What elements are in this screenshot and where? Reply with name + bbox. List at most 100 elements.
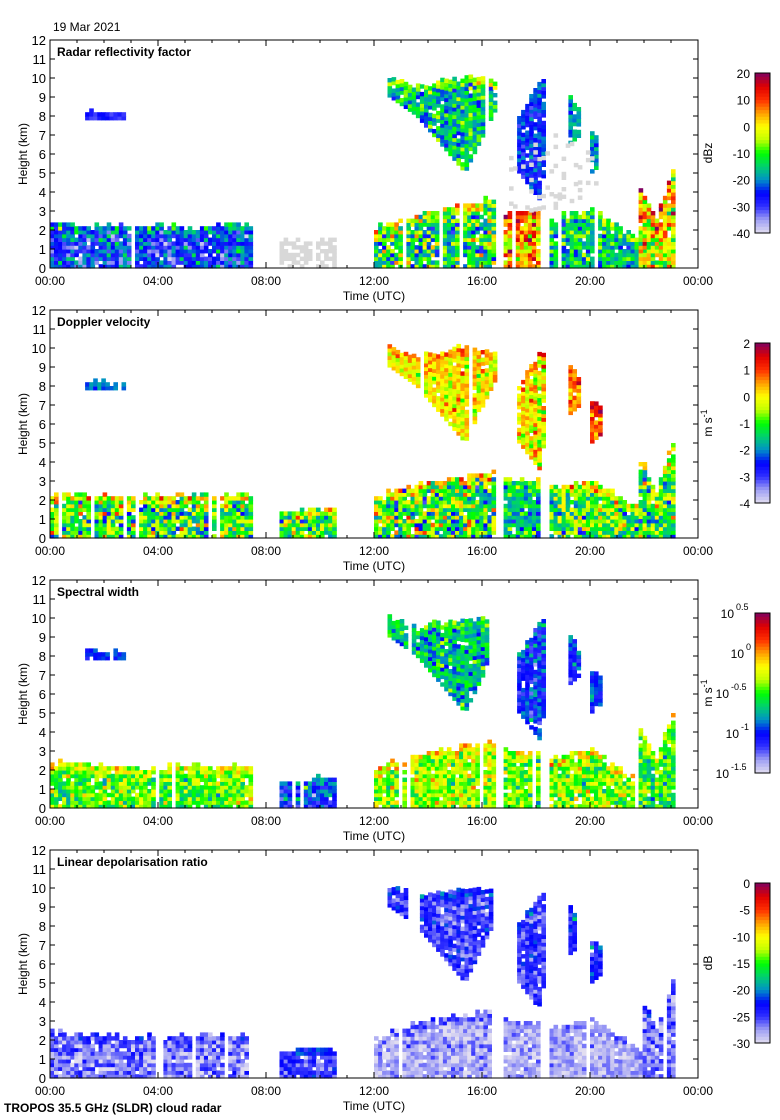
heatmap-cell xyxy=(382,511,387,516)
heatmap-cell xyxy=(658,515,664,520)
heatmap-cell xyxy=(74,241,79,246)
heatmap-cell xyxy=(216,245,221,250)
heatmap-cell xyxy=(610,534,615,539)
heatmap-cell xyxy=(491,233,497,239)
heatmap-cell xyxy=(549,233,555,239)
heatmap-cell xyxy=(414,230,420,235)
heatmap-cell xyxy=(390,233,395,239)
heatmap-cell xyxy=(118,796,124,801)
heatmap-cell xyxy=(50,249,55,254)
heatmap-cell xyxy=(66,804,71,809)
heatmap-cell xyxy=(646,249,652,254)
heatmap-cell xyxy=(167,503,172,509)
heatmap-cell xyxy=(86,770,91,775)
heatmap-cell xyxy=(527,522,533,528)
heatmap-cell xyxy=(671,249,676,254)
heatmap-cell xyxy=(191,260,197,265)
heatmap-cell xyxy=(54,522,59,528)
heatmap-cell xyxy=(171,515,177,520)
heatmap-cell xyxy=(533,430,538,435)
heatmap-cell xyxy=(541,113,546,118)
heatmap-cell xyxy=(476,80,482,86)
heatmap-cell xyxy=(480,357,486,362)
heatmap-cell xyxy=(536,519,541,524)
colorbar-swatch xyxy=(755,486,770,491)
heatmap-cell xyxy=(387,355,393,360)
heatmap-cell xyxy=(618,256,623,261)
heatmap-cell xyxy=(430,515,436,520)
heatmap-cell xyxy=(455,237,460,242)
heatmap-cell xyxy=(448,79,453,84)
heatmap-cell xyxy=(448,395,453,400)
heatmap-cell xyxy=(240,230,245,235)
heatmap-cell xyxy=(464,82,470,88)
heatmap-cell xyxy=(430,249,436,254)
heatmap-cell xyxy=(577,252,583,258)
heatmap-cell xyxy=(455,256,460,261)
heatmap-cell xyxy=(671,530,676,535)
heatmap-cell xyxy=(203,245,209,250)
heatmap-cell xyxy=(62,792,67,798)
colorbar-swatch xyxy=(755,366,770,371)
heatmap-cell xyxy=(432,94,437,100)
heatmap-cell xyxy=(456,123,461,128)
x-tick-label: 08:00 xyxy=(251,274,281,288)
heatmap-cell xyxy=(492,81,498,86)
heatmap-cell xyxy=(98,781,104,786)
heatmap-cell xyxy=(50,792,55,798)
heatmap-cell xyxy=(472,419,478,425)
heatmap-cell xyxy=(434,233,440,239)
heatmap-cell xyxy=(452,415,457,420)
heatmap-cell xyxy=(299,522,305,528)
heatmap-cell xyxy=(402,496,407,501)
heatmap-cell xyxy=(50,796,55,801)
heatmap-cell xyxy=(463,496,468,501)
heatmap-cell xyxy=(491,515,497,520)
heatmap-cell xyxy=(463,218,468,223)
heatmap-cell xyxy=(650,519,656,524)
colorbar-swatch xyxy=(755,349,770,354)
heatmap-cell xyxy=(541,394,546,399)
heatmap-cell xyxy=(492,355,498,360)
heatmap-cell xyxy=(507,245,513,250)
heatmap-cell xyxy=(553,163,559,169)
heatmap-cell xyxy=(320,519,325,524)
heatmap-cell xyxy=(224,230,229,235)
heatmap-cell xyxy=(74,785,79,790)
heatmap-cell xyxy=(491,492,497,497)
heatmap-cell xyxy=(666,203,672,208)
heatmap-cell xyxy=(455,207,460,212)
heatmap-cell xyxy=(541,364,546,369)
colorbar-swatch xyxy=(755,429,770,434)
heatmap-cell xyxy=(537,154,542,159)
heatmap-cell xyxy=(390,226,395,231)
heatmap-cell xyxy=(464,147,470,152)
heatmap-cell xyxy=(585,230,591,235)
heatmap-cell xyxy=(78,256,83,261)
heatmap-cell xyxy=(434,522,440,528)
heatmap-cell xyxy=(487,515,492,520)
heatmap-cell xyxy=(533,411,538,416)
heatmap-cell xyxy=(175,507,181,512)
heatmap-cell xyxy=(483,218,488,223)
heatmap-cell xyxy=(175,773,181,779)
heatmap-cell xyxy=(118,777,124,782)
heatmap-cell xyxy=(195,762,201,767)
heatmap-cell xyxy=(491,507,497,512)
heatmap-cell xyxy=(332,511,337,516)
heatmap-cell xyxy=(573,511,579,516)
heatmap-cell xyxy=(386,249,391,254)
heatmap-cell xyxy=(529,185,534,190)
heatmap-cell xyxy=(279,522,285,528)
heatmap-cell xyxy=(244,507,249,512)
heatmap-cell xyxy=(585,260,591,265)
heatmap-cell xyxy=(440,408,445,413)
heatmap-cell xyxy=(646,218,652,223)
heatmap-cell xyxy=(151,800,156,805)
heatmap-cell xyxy=(487,203,492,208)
heatmap-cell xyxy=(444,93,449,99)
heatmap-cell xyxy=(398,237,403,242)
heatmap-cell xyxy=(467,226,472,231)
heatmap-cell xyxy=(452,137,457,142)
heatmap-cell xyxy=(143,777,148,782)
